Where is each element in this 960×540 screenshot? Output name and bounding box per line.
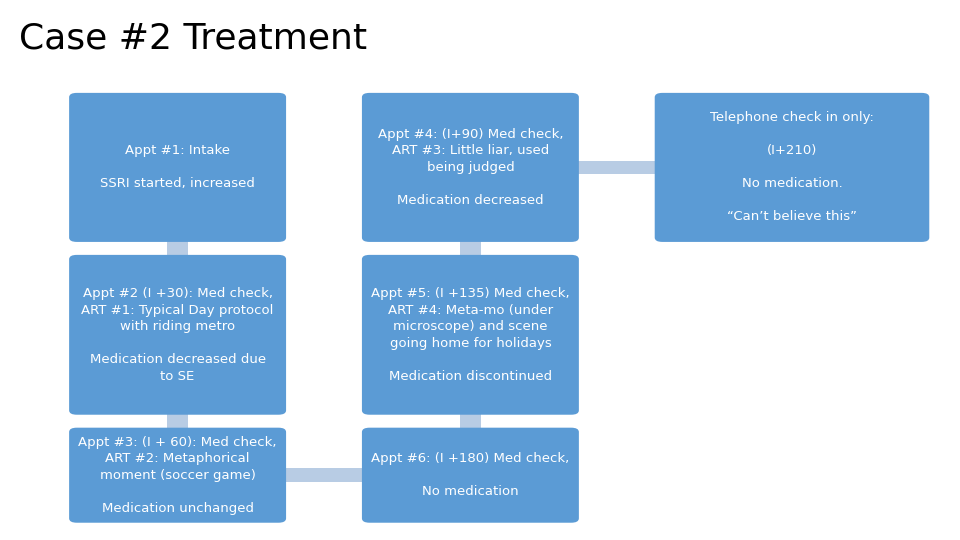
Text: Appt #3: (I + 60): Med check,
ART #2: Metaphorical
moment (soccer game)

Medicat: Appt #3: (I + 60): Med check, ART #2: Me… <box>79 436 276 515</box>
Text: Appt #5: (I +135) Med check,
ART #4: Meta-mo (under
microscope) and scene
going : Appt #5: (I +135) Med check, ART #4: Met… <box>372 287 569 382</box>
FancyBboxPatch shape <box>362 93 579 242</box>
Text: Appt #1: Intake

SSRI started, increased: Appt #1: Intake SSRI started, increased <box>100 144 255 191</box>
FancyBboxPatch shape <box>69 93 286 242</box>
Bar <box>571 160 662 174</box>
Bar <box>460 97 481 259</box>
FancyBboxPatch shape <box>655 93 929 242</box>
FancyBboxPatch shape <box>69 255 286 415</box>
Text: Telephone check in only:

(I+210)

No medication.

“Can’t believe this”: Telephone check in only: (I+210) No medi… <box>710 111 874 224</box>
FancyBboxPatch shape <box>69 428 286 523</box>
Bar <box>167 97 188 259</box>
Text: Appt #4: (I+90) Med check,
ART #3: Little liar, used
being judged

Medication de: Appt #4: (I+90) Med check, ART #3: Littl… <box>377 128 564 207</box>
Text: Appt #6: (I +180) Med check,

No medication: Appt #6: (I +180) Med check, No medicati… <box>372 452 569 498</box>
FancyBboxPatch shape <box>362 255 579 415</box>
Bar <box>460 259 481 432</box>
Text: Case #2 Treatment: Case #2 Treatment <box>19 22 368 56</box>
FancyBboxPatch shape <box>362 428 579 523</box>
Bar <box>167 259 188 432</box>
Text: Appt #2 (I +30): Med check,
ART #1: Typical Day protocol
with riding metro

Medi: Appt #2 (I +30): Med check, ART #1: Typi… <box>82 287 274 382</box>
Bar <box>283 468 370 482</box>
